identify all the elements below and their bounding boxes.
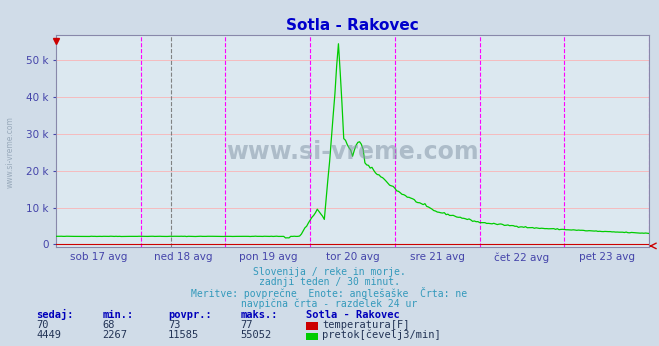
Text: navpična črta - razdelek 24 ur: navpična črta - razdelek 24 ur: [241, 298, 418, 309]
Text: Meritve: povprečne  Enote: anglešaške  Črta: ne: Meritve: povprečne Enote: anglešaške Črt…: [191, 286, 468, 299]
Text: www.si-vreme.com: www.si-vreme.com: [226, 140, 479, 164]
Text: 70: 70: [36, 320, 49, 330]
Text: 2267: 2267: [102, 330, 127, 340]
Title: Sotla - Rakovec: Sotla - Rakovec: [286, 18, 419, 34]
Text: 11585: 11585: [168, 330, 199, 340]
Text: min.:: min.:: [102, 310, 133, 320]
Text: Slovenija / reke in morje.: Slovenija / reke in morje.: [253, 267, 406, 277]
Text: maks.:: maks.:: [241, 310, 278, 320]
Text: Sotla - Rakovec: Sotla - Rakovec: [306, 310, 400, 320]
Text: 4449: 4449: [36, 330, 61, 340]
Text: temperatura[F]: temperatura[F]: [322, 320, 410, 330]
Text: 73: 73: [168, 320, 181, 330]
Text: 55052: 55052: [241, 330, 272, 340]
Text: zadnji teden / 30 minut.: zadnji teden / 30 minut.: [259, 277, 400, 288]
Text: pretok[čevelj3/min]: pretok[čevelj3/min]: [322, 330, 441, 340]
Text: povpr.:: povpr.:: [168, 310, 212, 320]
Text: 77: 77: [241, 320, 253, 330]
Text: sedaj:: sedaj:: [36, 309, 74, 320]
Text: www.si-vreme.com: www.si-vreme.com: [5, 116, 14, 188]
Text: 68: 68: [102, 320, 115, 330]
